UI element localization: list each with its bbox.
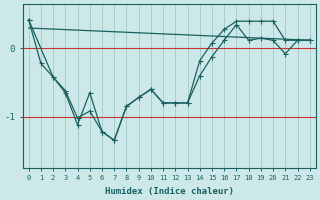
X-axis label: Humidex (Indice chaleur): Humidex (Indice chaleur) [105,187,234,196]
